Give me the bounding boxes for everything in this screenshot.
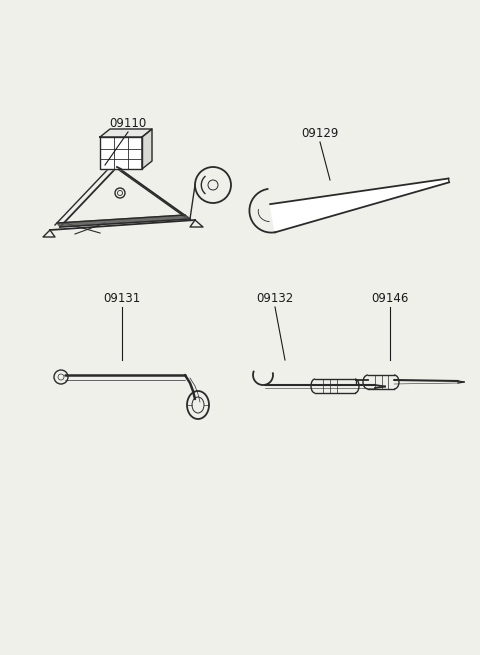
Bar [136,139,140,143]
Text: 09132: 09132 [256,292,294,305]
Bar [102,139,106,143]
Text: 09129: 09129 [301,127,339,140]
Polygon shape [43,230,55,237]
Text: 09110: 09110 [109,117,146,130]
Polygon shape [100,137,142,169]
Polygon shape [57,215,190,227]
Text: 09131: 09131 [103,292,141,305]
Polygon shape [190,220,203,227]
Polygon shape [142,129,152,169]
Polygon shape [270,178,449,233]
Text: 09146: 09146 [372,292,408,305]
Polygon shape [100,129,152,137]
